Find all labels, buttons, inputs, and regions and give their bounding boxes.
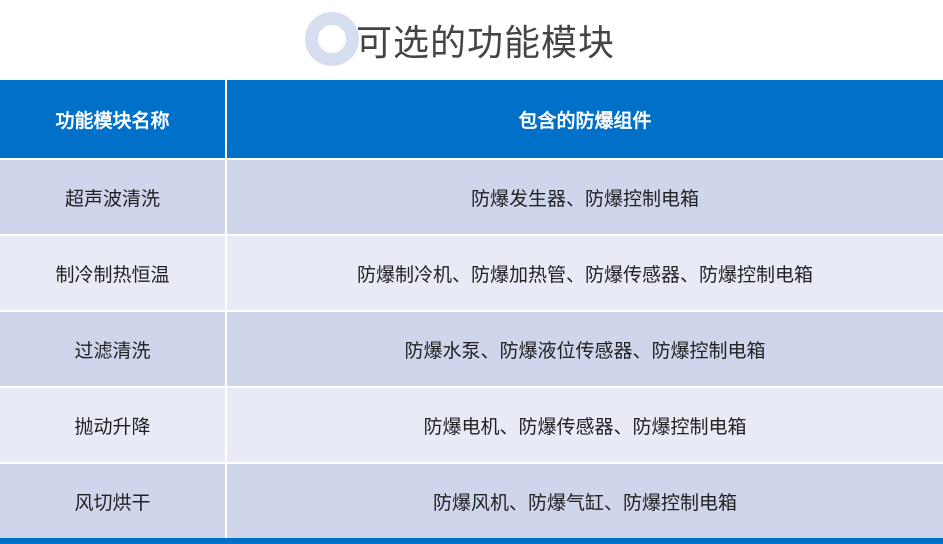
module-name: 抛动升降 — [0, 387, 227, 464]
table-row: 超声波清洗 防爆发生器、防爆控制电箱 — [0, 159, 943, 236]
table-row: 过滤清洗 防爆水泵、防爆液位传感器、防爆控制电箱 — [0, 311, 943, 388]
module-components: 防爆风机、防爆气缸、防爆控制电箱 — [226, 463, 943, 542]
title-area: 可选的功能模块 — [0, 0, 943, 80]
module-components: 防爆制冷机、防爆加热管、防爆传感器、防爆控制电箱 — [226, 235, 943, 312]
module-components: 防爆水泵、防爆液位传感器、防爆控制电箱 — [226, 311, 943, 388]
module-name: 超声波清洗 — [0, 159, 227, 236]
module-components: 防爆发生器、防爆控制电箱 — [226, 159, 943, 236]
table-header-row: 功能模块名称 包含的防爆组件 — [0, 80, 943, 160]
table-row: 风切烘干 防爆风机、防爆气缸、防爆控制电箱 — [0, 463, 943, 542]
module-name: 风切烘干 — [0, 463, 227, 542]
table-row: 制冷制热恒温 防爆制冷机、防爆加热管、防爆传感器、防爆控制电箱 — [0, 235, 943, 312]
header-components: 包含的防爆组件 — [226, 80, 943, 160]
module-table: 功能模块名称 包含的防爆组件 超声波清洗 防爆发生器、防爆控制电箱 制冷制热恒温防… — [0, 80, 943, 544]
table-row: 抛动升降 防爆电机、防爆传感器、防爆控制电箱 — [0, 387, 943, 464]
page-title: 可选的功能模块 — [355, 23, 615, 64]
header-module-name: 功能模块名称 — [0, 80, 227, 160]
module-components: 防爆电机、防爆传感器、防爆控制电箱 — [226, 387, 943, 464]
module-name: 制冷制热恒温 — [0, 235, 227, 312]
module-name: 过滤清洗 — [0, 311, 227, 388]
